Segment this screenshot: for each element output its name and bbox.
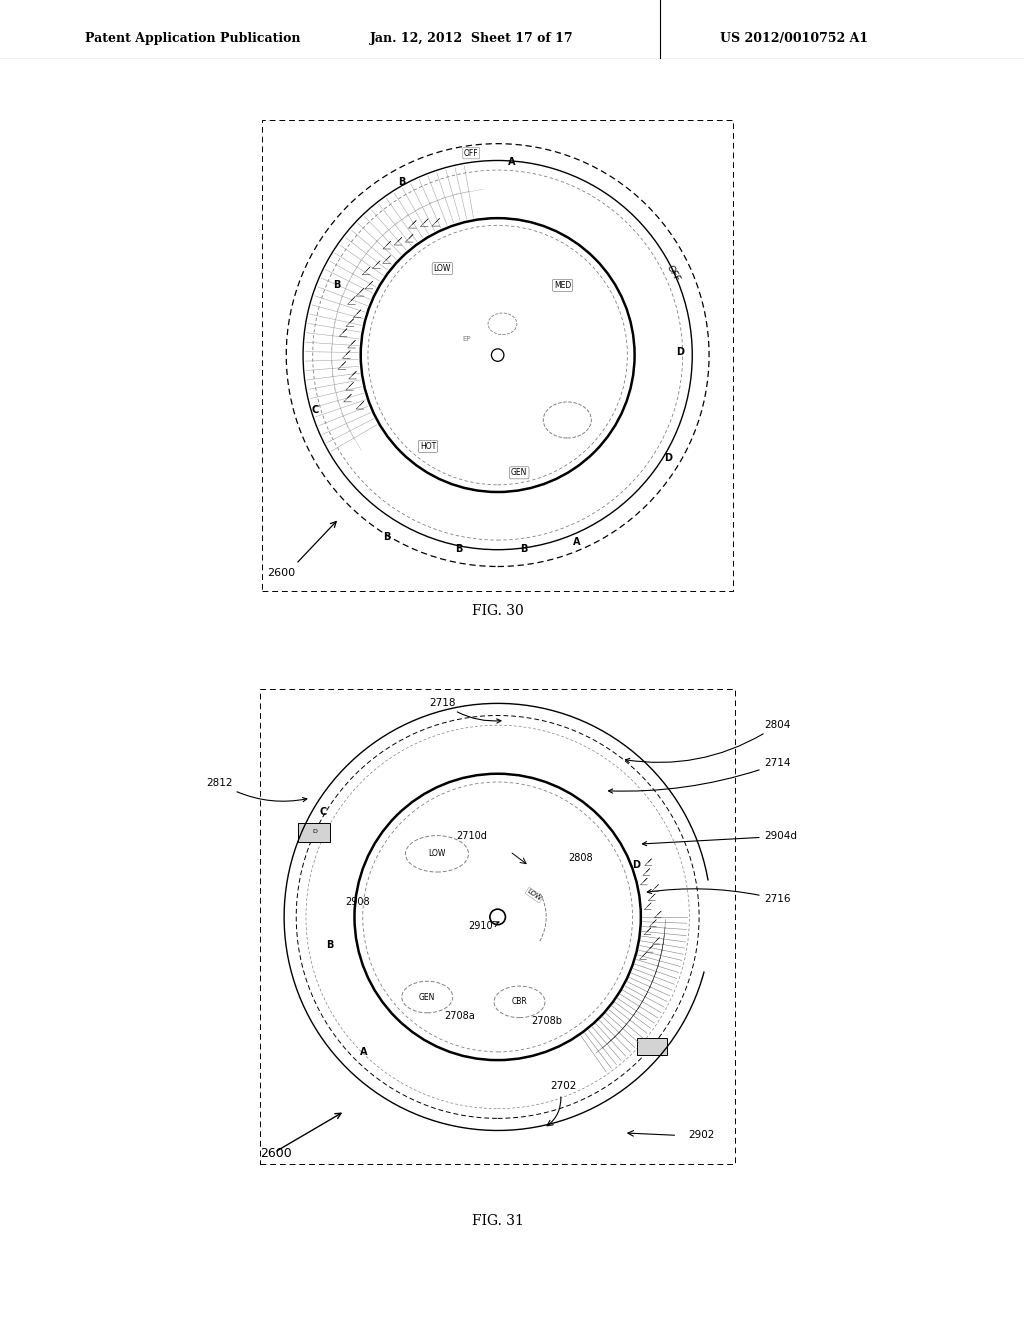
Text: B: B (520, 544, 527, 554)
Text: EP: EP (462, 335, 471, 342)
Text: C: C (311, 405, 318, 414)
Text: A: A (508, 157, 516, 168)
Text: 2702: 2702 (550, 1081, 577, 1092)
Text: C: C (319, 807, 327, 817)
Text: FIG. 30: FIG. 30 (472, 605, 523, 618)
Text: 2600: 2600 (260, 1147, 292, 1160)
Text: 2812: 2812 (207, 777, 307, 801)
Text: 2600: 2600 (267, 568, 295, 578)
Bar (260, 689, 735, 1164)
Text: 2804: 2804 (626, 719, 791, 763)
Text: 2708b: 2708b (531, 1015, 562, 1026)
Text: D: D (676, 347, 684, 358)
Text: LOW: LOW (428, 849, 445, 858)
Text: 2904d: 2904d (642, 832, 798, 846)
Text: 2908: 2908 (345, 896, 370, 907)
Text: 2708a: 2708a (444, 1011, 475, 1020)
Text: LOW: LOW (526, 888, 543, 902)
Text: D: D (632, 861, 640, 870)
Text: HOT: HOT (420, 442, 436, 451)
Text: FIG. 31: FIG. 31 (472, 1214, 523, 1228)
Text: B: B (383, 532, 391, 543)
Text: B: B (333, 280, 340, 290)
Text: CBR: CBR (512, 998, 527, 1006)
Text: OFF: OFF (464, 149, 478, 157)
Text: Jan. 12, 2012  Sheet 17 of 17: Jan. 12, 2012 Sheet 17 of 17 (370, 32, 573, 45)
Bar (298, 824, 330, 842)
Text: 2714: 2714 (608, 759, 792, 793)
Text: 2710d: 2710d (457, 832, 487, 841)
Text: US 2012/0010752 A1: US 2012/0010752 A1 (720, 32, 868, 45)
Text: A: A (360, 1047, 368, 1057)
Text: OFF: OFF (665, 263, 681, 282)
Text: 2718: 2718 (430, 698, 501, 723)
Bar (637, 1038, 667, 1055)
Text: D: D (312, 829, 317, 834)
Text: Patent Application Publication: Patent Application Publication (85, 32, 300, 45)
Text: LOW: LOW (434, 264, 452, 273)
Text: GEN: GEN (419, 993, 435, 1002)
Text: A: A (573, 537, 581, 546)
Text: MED: MED (554, 281, 571, 290)
Text: 2808: 2808 (568, 853, 593, 863)
Text: B: B (456, 544, 463, 554)
Text: B: B (398, 177, 406, 186)
Text: GEN: GEN (511, 469, 527, 478)
Text: 2716: 2716 (647, 888, 792, 904)
Text: 2902: 2902 (688, 1130, 715, 1139)
Text: 2910: 2910 (469, 921, 494, 931)
Text: B: B (327, 940, 334, 950)
Text: D: D (665, 453, 672, 463)
